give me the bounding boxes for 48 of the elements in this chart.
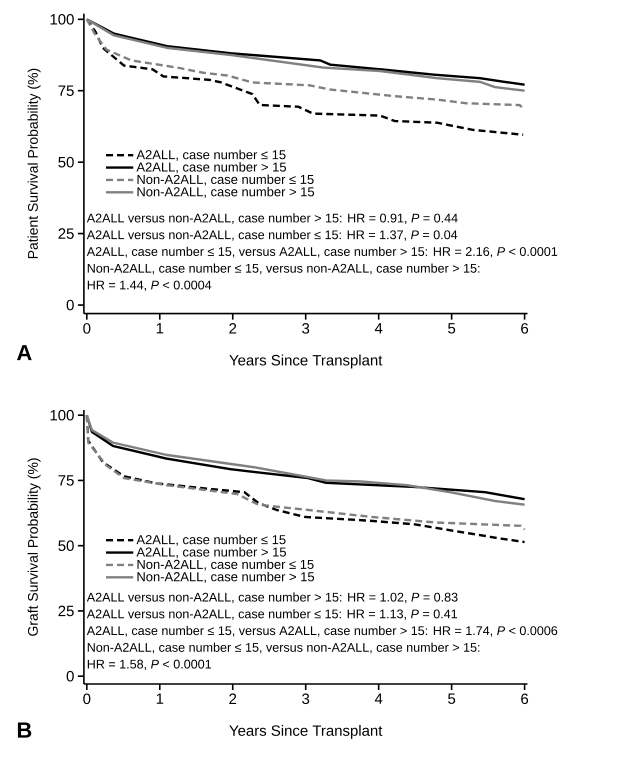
legend-label: Non-A2ALL, case number > 15	[137, 186, 314, 198]
annotation: HR = 1.58, P < 0.0001	[88, 660, 212, 670]
legend-label: A2ALL, case number ≤ 15	[136, 534, 286, 546]
y-tick-label: 75	[58, 475, 74, 486]
annotation: A2ALL versus non-A2ALL, case number > 15: HR = 1.02, P = 0.83	[86, 592, 458, 604]
annotation: Non-A2ALL, case number ≤ 15, versus non-A2ALL, case number > 15:	[88, 264, 480, 274]
y-tick-label: 100	[50, 410, 74, 420]
x-tick-label: 4	[374, 323, 382, 334]
x-axis-title: Years Since Transplant	[229, 354, 382, 368]
y-tick-label: 25	[58, 606, 74, 616]
x-tick-label: 3	[302, 694, 310, 704]
y-axis-title: Graft Survival Probability (%)	[28, 458, 41, 636]
y-tick-label: 0	[66, 670, 74, 682]
legend-label: Non-A2ALL, case number > 15	[137, 572, 314, 583]
x-tick-label: 3	[302, 323, 310, 334]
legend-label: A2ALL, case number > 15	[136, 162, 286, 174]
x-tick-label: 1	[156, 323, 164, 334]
annotation: A2ALL, case number ≤ 15, versus A2ALL, case number > 15: HR = 2.16, P < 0.0001	[86, 246, 558, 258]
legend-label: A2ALL, case number > 15	[136, 547, 286, 558]
y-tick-label: 0	[66, 300, 74, 310]
annotation: A2ALL, case number ≤ 15, versus A2ALL, case number > 15: HR = 1.74, P < 0.0006	[86, 626, 558, 637]
x-axis-title: Years Since Transplant	[229, 724, 382, 739]
y-tick-label: 25	[58, 228, 74, 239]
annotation: A2ALL versus non-A2ALL, case number ≤ 15: HR = 1.37, P = 0.04	[86, 230, 458, 241]
y-tick-label: 50	[58, 156, 74, 168]
text: B	[18, 722, 32, 738]
annotation: A2ALL versus non-A2ALL, case number > 15: HR = 0.91, P = 0.44	[86, 213, 458, 224]
y-tick-label: 100	[50, 14, 74, 25]
y-axis-title: Patient Survival Probability (%)	[28, 68, 41, 258]
annotation: Non-A2ALL, case number ≤ 15, versus non-A2ALL, case number > 15:	[88, 642, 480, 654]
legend-label: Non-A2ALL, case number ≤ 15	[137, 174, 314, 186]
x-tick-label: 0	[83, 694, 90, 704]
x-tick-label: 0	[83, 323, 90, 334]
y-tick-label: 75	[58, 86, 74, 96]
x-tick-label: 6	[521, 323, 528, 334]
x-tick-label: 2	[229, 694, 236, 704]
x-tick-label: 5	[448, 694, 456, 704]
text: A	[16, 345, 32, 360]
annotation: A2ALL versus non-A2ALL, case number ≤ 15: HR = 1.13, P = 0.41	[86, 609, 458, 620]
x-tick-label: 2	[229, 323, 236, 334]
x-tick-label: 4	[374, 694, 382, 704]
x-tick-label: 1	[156, 694, 164, 704]
x-tick-label: 5	[448, 323, 456, 334]
legend-label: Non-A2ALL, case number ≤ 15	[137, 559, 314, 571]
legend-label: A2ALL, case number ≤ 15	[136, 150, 286, 161]
x-tick-label: 6	[521, 694, 528, 704]
annotation: HR = 1.44, P < 0.0004	[88, 280, 212, 291]
y-tick-label: 50	[58, 540, 74, 551]
